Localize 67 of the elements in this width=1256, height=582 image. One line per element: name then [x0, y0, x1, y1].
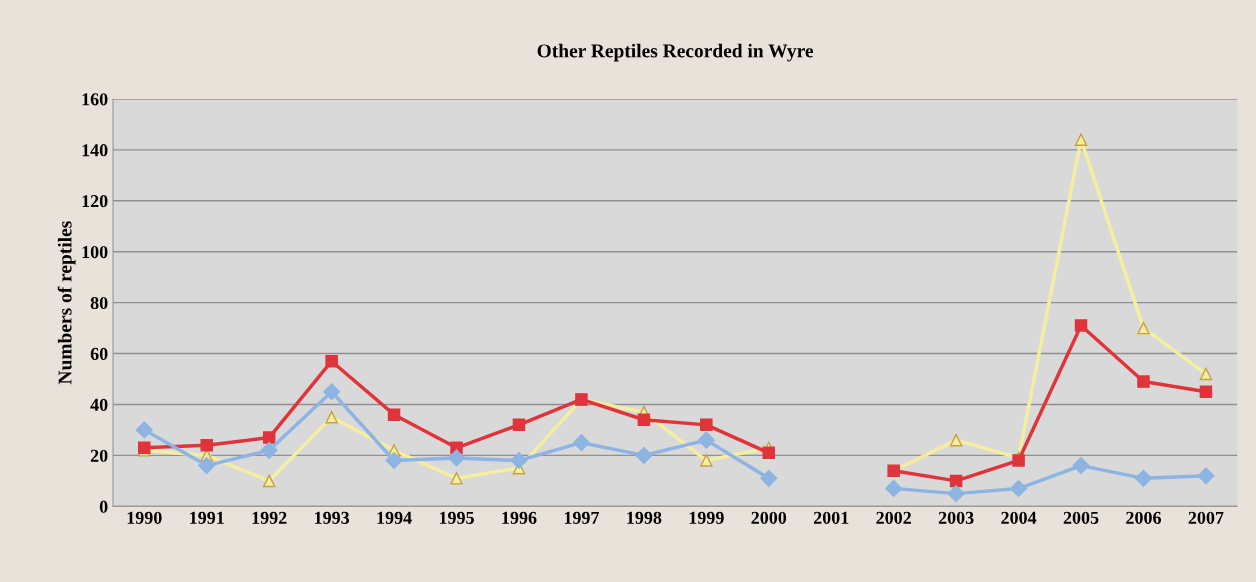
x-tick-label: 1991 [190, 511, 224, 524]
point [1134, 469, 1153, 487]
point [1199, 367, 1213, 381]
point [700, 454, 713, 467]
y-tick-label: 20 [90, 449, 108, 462]
y-tick-label: 40 [90, 398, 108, 411]
point [200, 438, 213, 452]
point [572, 434, 590, 452]
point [949, 433, 963, 447]
x-tick-label: 1994 [377, 511, 412, 524]
point [323, 383, 341, 401]
point [1199, 385, 1213, 399]
point [510, 451, 528, 470]
point [1010, 479, 1028, 498]
point [760, 469, 778, 487]
y-tick-label: 120 [82, 195, 108, 208]
point [512, 418, 526, 432]
point [447, 449, 466, 467]
point [262, 474, 276, 488]
point [762, 446, 776, 460]
x-tick-label: 1990 [127, 511, 162, 524]
x-tick-label: 1996 [502, 511, 537, 524]
point [198, 457, 216, 475]
point [697, 431, 715, 449]
x-tick-label: 1995 [439, 511, 474, 524]
point [385, 451, 403, 470]
point [262, 431, 276, 444]
point [1197, 467, 1215, 485]
y-tick-label: 0 [99, 500, 108, 513]
point [325, 354, 338, 368]
point [947, 485, 965, 503]
point [260, 441, 278, 459]
x-tick-label: 1997 [564, 511, 600, 524]
y-tick-label: 140 [82, 144, 108, 157]
y-tick-label: 80 [90, 296, 108, 310]
x-tick-label: 2001 [813, 511, 849, 524]
point [949, 474, 963, 488]
x-tick-label: 2002 [876, 511, 911, 524]
x-tick-label: 2006 [1126, 511, 1162, 524]
point [1074, 319, 1088, 332]
point [1012, 454, 1025, 467]
x-tick-label: 2005 [1063, 511, 1099, 524]
x-tick-label: 2004 [1001, 511, 1037, 524]
point [635, 446, 653, 464]
point [637, 413, 651, 427]
x-tick-label: 2007 [1188, 511, 1224, 524]
x-tick-label: 2000 [751, 511, 787, 524]
y-axis-title: Numbers of reptiles [57, 221, 76, 385]
point [700, 418, 713, 432]
x-tick-label: 1993 [315, 511, 350, 524]
x-tick-label: 2003 [938, 511, 974, 524]
x-tick-label: 1998 [627, 511, 662, 524]
point [450, 472, 463, 485]
chart-title: Other Reptiles Recorded in Wyre [537, 43, 814, 62]
point [135, 421, 153, 439]
point [1137, 321, 1150, 335]
point [1074, 133, 1088, 146]
y-tick-label: 100 [82, 245, 108, 259]
y-tick-label: 160 [82, 93, 108, 106]
point [387, 408, 401, 421]
y-tick-label: 60 [90, 347, 108, 361]
x-tick-label: 1999 [689, 511, 724, 524]
point [1137, 375, 1150, 388]
point [1072, 457, 1090, 475]
point [325, 410, 338, 424]
point [885, 479, 903, 498]
x-tick-label: 1992 [252, 511, 287, 524]
